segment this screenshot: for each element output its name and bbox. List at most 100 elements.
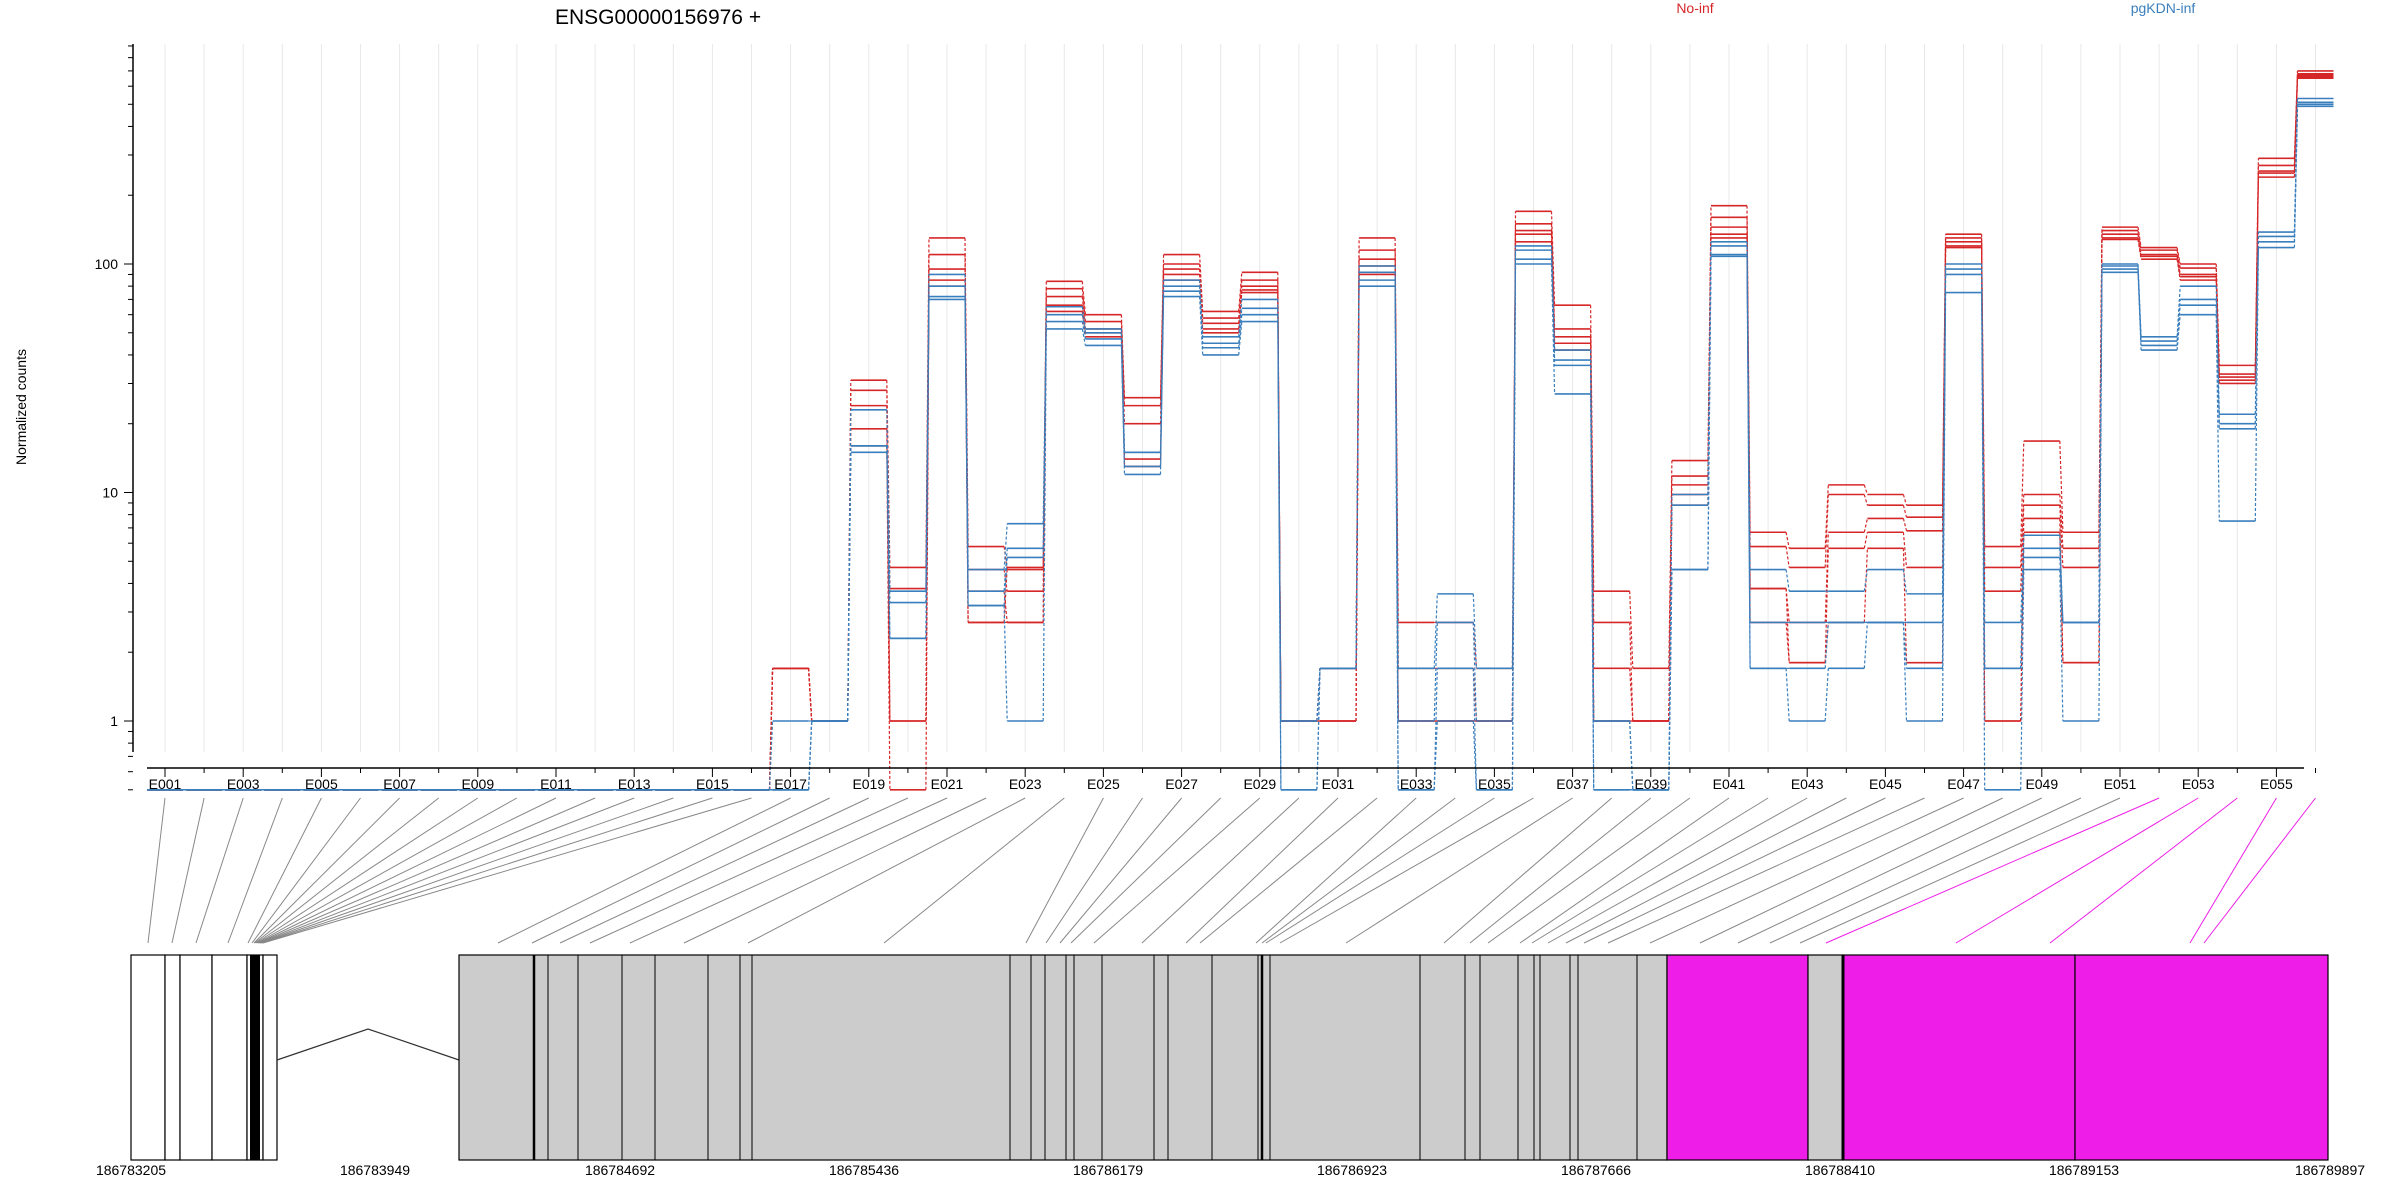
exon-connector xyxy=(195,797,244,944)
exon-connector xyxy=(1255,797,1417,944)
x-tick-label: E031 xyxy=(1322,776,1355,792)
series-connector xyxy=(2176,250,2181,269)
series-connector xyxy=(1433,622,1438,722)
series-connector xyxy=(2137,237,2142,257)
exon-connector xyxy=(1059,797,1182,944)
x-tick-label: E045 xyxy=(1869,776,1902,792)
series-connector xyxy=(1003,523,1008,570)
series-connector xyxy=(1863,518,1868,533)
axes: 1 10 100 E001 E003 E005 E007 E009 E011 E013 E015 E0… xyxy=(95,44,2316,792)
series-6 xyxy=(147,101,2334,791)
series-8 xyxy=(147,105,2334,791)
genomic-coordinate-label: 186786923 xyxy=(1317,1162,1387,1178)
series-connector xyxy=(1511,263,1517,790)
exon-connector xyxy=(1345,797,1573,944)
exon-connector xyxy=(247,797,322,944)
series-connector xyxy=(1863,494,1868,506)
exon-connector xyxy=(147,797,166,944)
exon-block xyxy=(262,954,278,1161)
exon-connector xyxy=(683,797,987,944)
series-connector xyxy=(1629,720,1634,790)
x-tick-label: E003 xyxy=(227,776,260,792)
exon-connector xyxy=(1070,797,1222,944)
series-connector xyxy=(2176,259,2181,281)
series-connector xyxy=(768,720,774,790)
series-connector xyxy=(2176,314,2181,351)
exon-connector xyxy=(258,797,596,944)
series-connector xyxy=(1238,321,1243,355)
series-connector xyxy=(1003,605,1008,722)
series-connector xyxy=(1511,250,1517,722)
series-connector xyxy=(1863,569,1868,592)
exon-connector xyxy=(559,797,870,944)
series-connector xyxy=(1042,328,1047,722)
series-connector xyxy=(964,296,969,606)
series-connector xyxy=(925,299,930,639)
series-connector xyxy=(1902,518,1908,531)
series-connector xyxy=(1668,569,1673,790)
exon-connector xyxy=(1199,797,1378,944)
series-connector xyxy=(1980,241,1986,592)
x-tick-label: E033 xyxy=(1400,776,1433,792)
series-connector xyxy=(925,286,930,603)
series-connector xyxy=(886,452,891,639)
exon-connector xyxy=(1583,797,1886,944)
exon-connector xyxy=(259,797,635,944)
series-connector xyxy=(808,720,813,790)
series-connector xyxy=(1355,286,1360,669)
exon-connector xyxy=(253,797,400,944)
series-3 xyxy=(147,74,2334,791)
exon-block xyxy=(211,954,248,1161)
series-2 xyxy=(147,75,2334,791)
series-connector xyxy=(2137,272,2142,351)
series-connector xyxy=(1433,593,1438,669)
x-tick-label: E015 xyxy=(696,776,729,792)
series-connector xyxy=(2254,177,2259,384)
series-connector xyxy=(2137,230,2142,251)
exon-connector xyxy=(1565,797,1847,944)
series-connector xyxy=(2293,106,2299,248)
series-connector xyxy=(1785,622,1790,663)
series-7 xyxy=(147,103,2334,791)
exon-connector xyxy=(1045,797,1143,944)
series-connector xyxy=(1707,256,1712,570)
series-connector xyxy=(1394,286,1399,790)
exon-block-highlight xyxy=(1842,954,2076,1161)
genomic-coordinate-label: 186789153 xyxy=(2049,1162,2119,1178)
exon-connector xyxy=(227,797,283,944)
series-connector xyxy=(1081,306,1086,329)
y-tick-label: 10 xyxy=(102,485,118,501)
series-connector xyxy=(1941,274,1947,669)
exon-connector xyxy=(1443,797,1613,944)
exon-connector xyxy=(1469,797,1652,944)
series-connector xyxy=(1824,622,1829,669)
series-connector xyxy=(925,274,930,592)
exon-block xyxy=(250,955,260,1160)
series-connector xyxy=(1316,668,1321,722)
series-connector xyxy=(2059,557,2064,623)
series-connector xyxy=(1785,569,1790,592)
exon-connector xyxy=(1519,797,1730,944)
series-5 xyxy=(147,97,2334,791)
exon-connector xyxy=(1265,797,1495,944)
x-tick-label: E007 xyxy=(383,776,416,792)
series-connector xyxy=(1902,548,1908,663)
series-connector xyxy=(1902,569,1908,594)
genomic-coordinate-label: 186783949 xyxy=(340,1162,410,1178)
x-tick-label: E001 xyxy=(149,776,182,792)
series-connector xyxy=(1902,532,1908,568)
genomic-coordinate-label: 186789897 xyxy=(2295,1162,2365,1178)
series-connector xyxy=(2254,241,2259,429)
series-connector xyxy=(1746,256,1751,669)
x-tick-label: E023 xyxy=(1009,776,1042,792)
series-connector xyxy=(1902,505,1908,518)
series-connector xyxy=(2293,104,2299,242)
x-tick-label: E029 xyxy=(1243,776,1276,792)
x-tick-label: E043 xyxy=(1791,776,1824,792)
series-connector xyxy=(1472,622,1477,722)
exon-connector xyxy=(254,797,440,944)
exon-connector xyxy=(255,797,479,944)
series-connector xyxy=(1941,292,1947,722)
series-connector xyxy=(1863,484,1868,495)
y-tick-label: 100 xyxy=(95,256,119,272)
